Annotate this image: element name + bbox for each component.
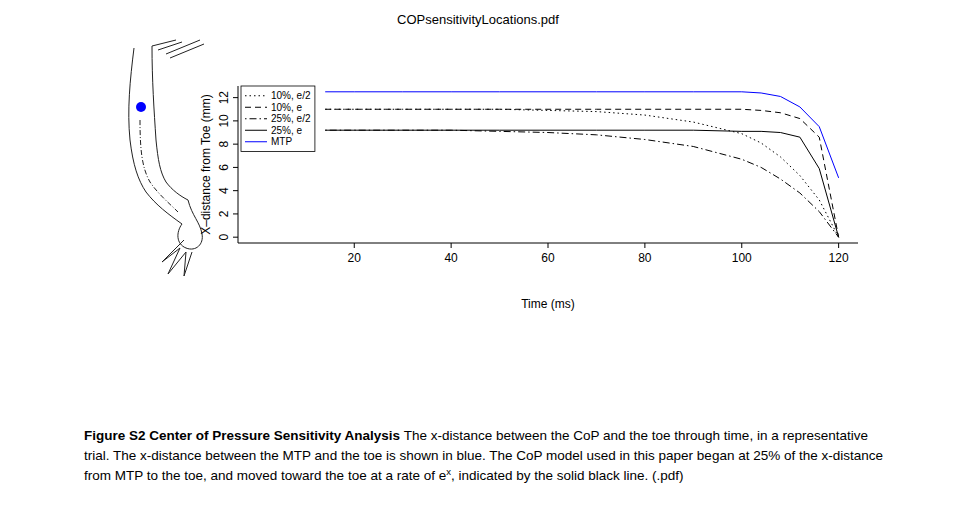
y-tick-label: 8 bbox=[217, 140, 231, 147]
y-tick bbox=[233, 213, 238, 214]
y-tick-label: 10 bbox=[217, 114, 231, 128]
legend: 10%, e/210%, e25%, e/225%, eMTP bbox=[241, 86, 315, 152]
chart: COPsensitivityLocations.pdf 0 2 4 6 8 10 12 20 40… bbox=[0, 0, 956, 430]
x-tick-label: 80 bbox=[638, 251, 652, 265]
y-tick bbox=[233, 97, 238, 98]
caption: Figure S2 Center of Pressure Sensitivity… bbox=[84, 426, 884, 487]
lines bbox=[325, 92, 838, 237]
y-tick-label: 12 bbox=[217, 91, 231, 105]
y-tick-label: 0 bbox=[217, 234, 231, 241]
y-axis-line bbox=[238, 86, 239, 243]
foot-claw bbox=[162, 240, 192, 276]
foot-sketch bbox=[129, 40, 204, 276]
y-tick-label: 6 bbox=[217, 164, 231, 171]
figure: COPsensitivityLocations.pdf 0 2 4 6 8 10 12 20 40… bbox=[0, 0, 956, 430]
legend-swatch bbox=[245, 107, 267, 108]
y-tick bbox=[233, 144, 238, 145]
chart-title: COPsensitivityLocations.pdf bbox=[397, 12, 559, 27]
y-tick-label: 2 bbox=[217, 210, 231, 217]
foot-strap bbox=[152, 40, 204, 58]
legend-label: 25%, e/2 bbox=[271, 113, 311, 124]
legend-label: 10%, e/2 bbox=[271, 90, 311, 101]
marker-dot bbox=[136, 102, 146, 112]
legend-label: 25%, e bbox=[271, 125, 303, 136]
legend-label: MTP bbox=[271, 136, 292, 147]
series-line bbox=[325, 109, 838, 237]
caption-label: Figure S2 bbox=[84, 428, 146, 443]
caption-math: e bbox=[439, 468, 447, 483]
x-tick-label: 100 bbox=[732, 251, 752, 265]
x-tick-label: 20 bbox=[348, 251, 362, 265]
x-tick-label: 120 bbox=[829, 251, 849, 265]
x-tick-label: 40 bbox=[444, 251, 458, 265]
legend-swatch bbox=[245, 118, 267, 119]
x-tick bbox=[838, 243, 839, 248]
caption-math-sup: x bbox=[446, 466, 451, 477]
legend-swatch bbox=[245, 130, 267, 131]
caption-title: Center of Pressure Sensitivity Analysis bbox=[149, 428, 400, 443]
y-tick bbox=[233, 120, 238, 121]
legend-box bbox=[241, 86, 315, 152]
legend-swatch bbox=[245, 141, 267, 142]
legend-swatch bbox=[245, 95, 267, 96]
x-tick bbox=[548, 243, 549, 248]
x-tick bbox=[741, 243, 742, 248]
series-line bbox=[325, 130, 838, 237]
x-tick bbox=[644, 243, 645, 248]
legend-label: 10%, e bbox=[271, 102, 303, 113]
foot-outline bbox=[152, 46, 188, 200]
y-tick bbox=[233, 237, 238, 238]
x-tick bbox=[354, 243, 355, 248]
x-axis-title: Time (ms) bbox=[521, 297, 575, 311]
axes bbox=[233, 86, 858, 248]
y-tick bbox=[233, 167, 238, 168]
x-tick bbox=[451, 243, 452, 248]
y-tick-label: 4 bbox=[217, 187, 231, 194]
series-line bbox=[325, 109, 838, 237]
x-tick-label: 60 bbox=[541, 251, 555, 265]
series-line bbox=[325, 130, 838, 237]
y-axis-title: X–distance from Toe (mm) bbox=[199, 94, 213, 235]
foot-outline bbox=[140, 120, 178, 212]
caption-text: , indicated by the solid black line. (.p… bbox=[451, 468, 684, 483]
series-line bbox=[325, 92, 838, 178]
y-tick bbox=[233, 190, 238, 191]
